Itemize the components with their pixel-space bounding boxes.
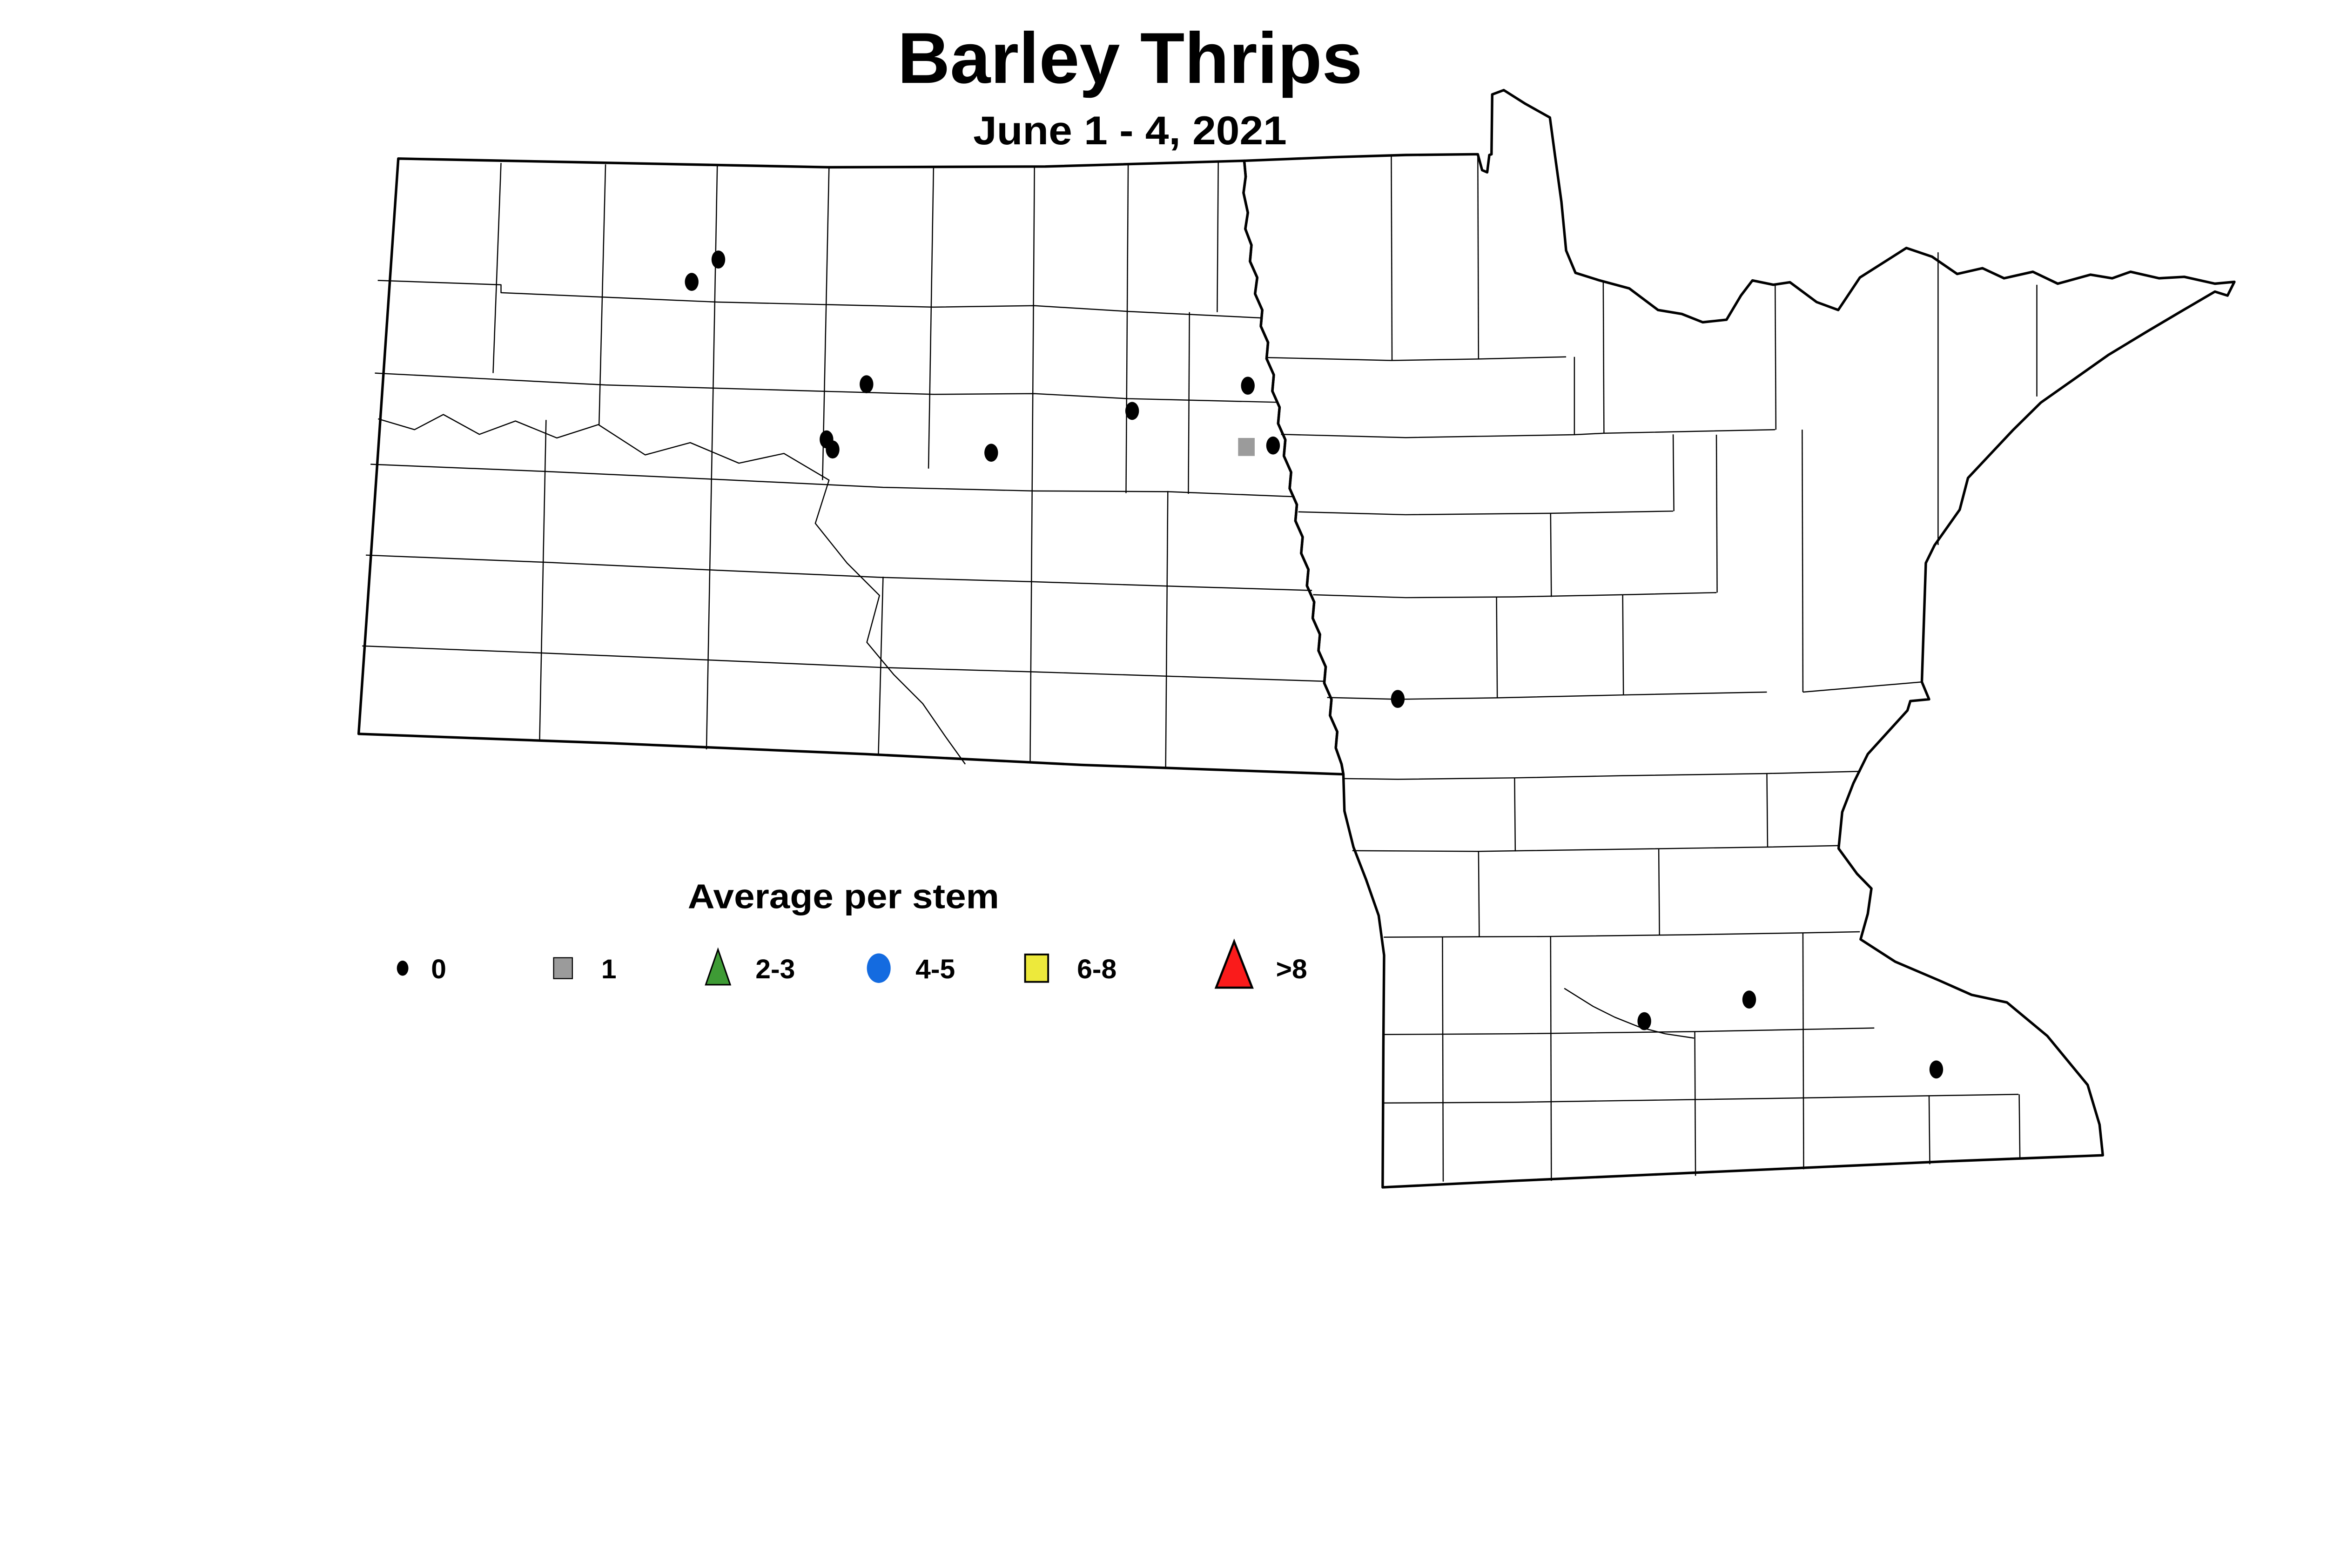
legend-1-label: 1	[601, 954, 617, 984]
county-boundary	[2018, 1094, 2021, 1158]
county-boundary	[539, 420, 547, 741]
county-boundary	[1802, 430, 1804, 692]
county-boundary	[1352, 845, 1838, 852]
survey-point-dot	[1125, 402, 1139, 420]
survey-point-dot	[984, 444, 998, 462]
state-minnesota-fill	[1243, 90, 2234, 1188]
legend-6-8: 6-8	[1024, 953, 1116, 984]
county-boundary	[1802, 681, 1922, 693]
survey-point-dot	[685, 273, 699, 291]
page-title: Barley Thrips	[897, 18, 1362, 98]
legend-title: Average per stem	[688, 877, 999, 916]
county-boundary	[1672, 434, 1675, 511]
county-boundary	[1622, 594, 1624, 695]
county-boundary	[1442, 936, 1444, 1182]
figure-wrapper: Barley Thrips June 1 - 4, 2021 Average p…	[357, 18, 2236, 1189]
legend-items: 0 1 2-3 4-5 6-8 >8	[397, 938, 1307, 989]
county-boundary	[1267, 356, 1567, 361]
survey-point-dot	[826, 440, 840, 459]
legend-1-symbol	[553, 957, 573, 979]
legend-0-symbol	[397, 960, 409, 976]
county-lines	[362, 154, 2038, 1182]
legend-4-5-label: 4-5	[915, 954, 955, 984]
legend-2-3: 2-3	[705, 947, 795, 986]
legend-0-label: 0	[431, 954, 446, 984]
county-boundary	[492, 163, 502, 373]
state-minnesota-border	[1242, 88, 2236, 1189]
county-boundary	[1514, 778, 1516, 852]
county-boundary	[1383, 1094, 2019, 1104]
county-boundary	[1188, 312, 1190, 494]
legend: Average per stem 0 1 2-3 4-5 6-8 >8	[397, 877, 1307, 989]
county-boundary	[1391, 155, 1393, 361]
county-boundary	[1496, 597, 1498, 698]
legend-2-3-label: 2-3	[755, 954, 795, 984]
legend-gt8-label: >8	[1276, 954, 1307, 984]
county-boundary	[375, 372, 1278, 403]
county-boundary	[1802, 933, 1804, 1170]
county-boundary	[1383, 1027, 1875, 1035]
survey-point-dot	[860, 375, 874, 393]
state-borders	[357, 88, 2236, 1189]
county-boundary	[1217, 161, 1219, 312]
county-boundary	[1478, 851, 1480, 937]
county-boundary	[598, 164, 606, 425]
county-boundary	[1658, 849, 1660, 935]
survey-point-dot	[1929, 1060, 1944, 1079]
survey-point-dot	[1742, 990, 1756, 1009]
legend-gt8-symbol	[1214, 938, 1254, 989]
county-boundary	[378, 414, 966, 765]
state-north-dakota-fill	[358, 158, 1344, 774]
county-boundary	[1775, 283, 1777, 430]
survey-markers	[685, 250, 1944, 1079]
county-boundary	[928, 167, 935, 469]
page-subtitle: June 1 - 4, 2021	[973, 108, 1287, 153]
county-boundary	[1564, 988, 1695, 1039]
survey-point-dot	[1637, 1012, 1651, 1030]
county-boundary	[377, 280, 1262, 319]
county-boundary	[362, 645, 1324, 682]
county-boundary	[1384, 931, 1860, 938]
legend-6-8-label: 6-8	[1077, 954, 1116, 984]
county-boundary	[1029, 166, 1035, 763]
county-boundary	[1694, 1031, 1696, 1176]
county-boundary	[1602, 281, 1605, 433]
county-boundary	[1327, 691, 1767, 700]
county-boundary	[1313, 592, 1717, 599]
legend-2-3-symbol	[705, 947, 732, 986]
legend-gt8: >8	[1214, 938, 1307, 989]
barley-thrips-survey-map: Barley Thrips June 1 - 4, 2021 Average p…	[357, 18, 2236, 1189]
survey-point-square	[1238, 437, 1255, 456]
county-boundary	[370, 464, 1295, 498]
legend-4-5: 4-5	[867, 953, 955, 984]
state-fills	[358, 90, 2234, 1188]
survey-point-dot	[1241, 377, 1255, 395]
survey-point-dot	[1391, 690, 1405, 708]
legend-4-5-symbol	[867, 953, 891, 983]
county-boundary	[1477, 154, 1480, 359]
county-boundary	[1298, 510, 1674, 516]
survey-point-dot	[711, 250, 726, 269]
county-boundary	[1550, 513, 1552, 597]
county-boundary	[878, 577, 884, 755]
county-boundary	[1550, 936, 1552, 1181]
county-boundary	[1125, 164, 1129, 493]
county-boundary	[822, 168, 830, 480]
legend-1: 1	[553, 954, 617, 984]
county-boundary	[1344, 771, 1861, 780]
survey-point-dot	[1266, 436, 1280, 455]
county-boundary	[1766, 773, 1769, 848]
legend-0: 0	[397, 954, 446, 984]
county-boundary	[366, 554, 1312, 591]
county-boundary	[1928, 1096, 1930, 1164]
county-boundary	[1715, 435, 1718, 593]
county-boundary	[1165, 491, 1169, 768]
legend-6-8-symbol	[1024, 953, 1049, 983]
